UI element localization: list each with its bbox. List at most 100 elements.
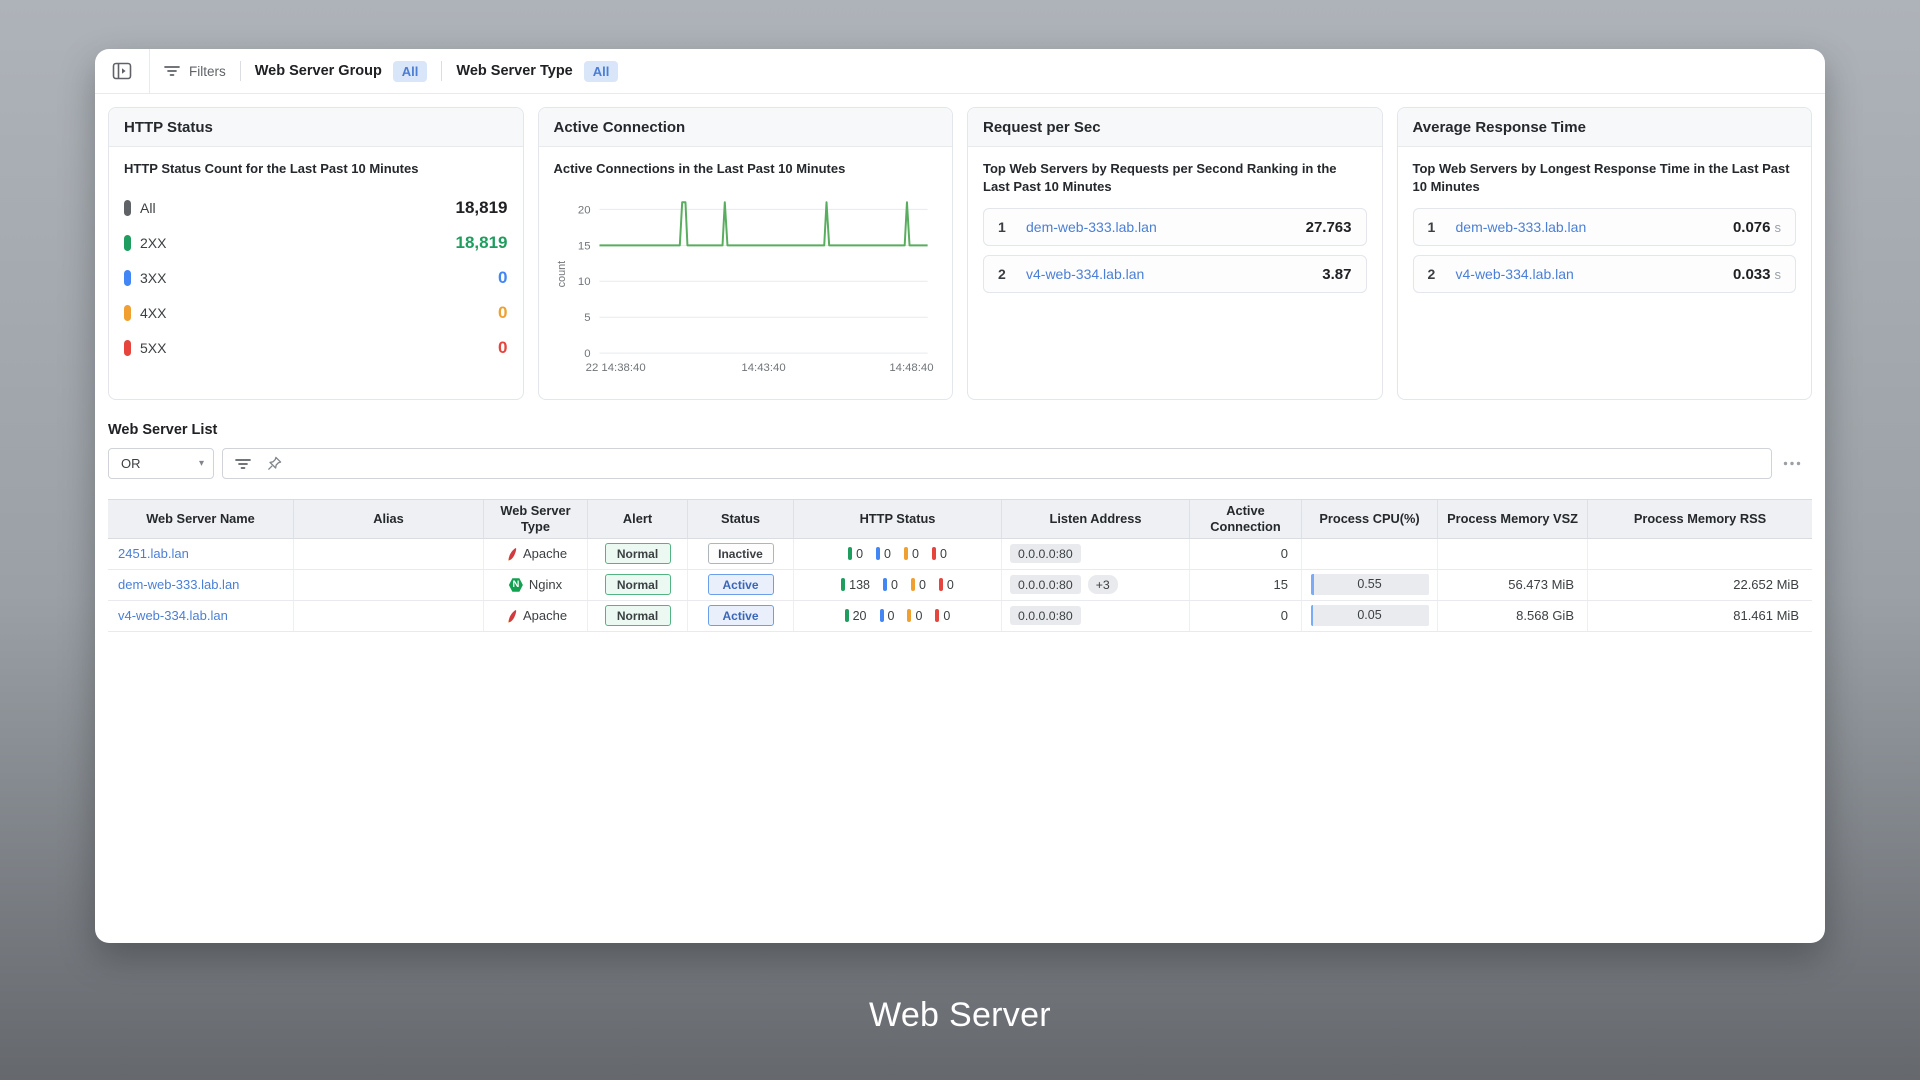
- column-header-process-memory-vsz[interactable]: Process Memory VSZ: [1438, 500, 1588, 538]
- listen-address-cell: 0.0.0.0:80: [1002, 600, 1190, 631]
- server-name-link[interactable]: 2451.lab.lan: [118, 546, 189, 562]
- svg-text:14:48:40: 14:48:40: [889, 362, 933, 374]
- request-per-sec-panel: Request per Sec Top Web Servers by Reque…: [967, 107, 1383, 400]
- panel-title: Active Connection: [553, 118, 686, 136]
- http-status-cell: 0 0 0 0: [794, 538, 1002, 569]
- web-server-group-label: Web Server Group: [254, 63, 382, 79]
- web-server-type-value-badge[interactable]: All: [583, 60, 619, 82]
- status-pill-5xx: [124, 340, 131, 357]
- svg-text:20: 20: [577, 204, 590, 216]
- column-header-http-status[interactable]: HTTP Status: [794, 500, 1002, 538]
- status-row-all: All 18,819: [124, 191, 508, 226]
- status-row-4xx: 4XX 0: [124, 296, 508, 331]
- nginx-icon: N: [508, 578, 523, 592]
- web-server-group-filter[interactable]: Web Server Group All: [254, 60, 428, 82]
- process-cpu-cell: 0.55: [1302, 569, 1438, 600]
- column-header-web-server-name[interactable]: Web Server Name: [108, 500, 294, 538]
- table-row: v4-web-334.lab.lan Apache Normal Active …: [108, 600, 1812, 632]
- listen-address-more-chip[interactable]: +3: [1087, 575, 1118, 595]
- listen-address-chip: 0.0.0.0:80: [1010, 575, 1081, 595]
- filters-label: Filters: [189, 63, 226, 79]
- web-server-group-value-badge[interactable]: All: [392, 60, 428, 82]
- alias-cell: [294, 600, 484, 631]
- listen-address-cell: 0.0.0.0:80 +3: [1002, 569, 1190, 600]
- column-header-active-connection[interactable]: Active Connection: [1190, 500, 1302, 538]
- more-options-button[interactable]: [1772, 455, 1812, 472]
- active-connection-cell: 0: [1190, 538, 1302, 569]
- dashboard-window: Filters Web Server Group All Web Server …: [95, 49, 1825, 943]
- server-name-link[interactable]: dem-web-333.lab.lan: [1455, 219, 1587, 236]
- alert-badge: Normal: [604, 574, 671, 596]
- table-header-row: Web Server Name Alias Web Server Type Al…: [108, 499, 1812, 539]
- page-title: Web Server: [869, 996, 1051, 1034]
- active-connection-panel: Active Connection Active Connections in …: [537, 107, 953, 400]
- server-name-link[interactable]: v4-web-334.lab.lan: [1026, 266, 1145, 283]
- active-connection-cell: 15: [1190, 569, 1302, 600]
- rank-row: 1 dem-web-333.lab.lan 0.076 s: [1412, 208, 1796, 247]
- column-header-process-cpu[interactable]: Process CPU(%): [1302, 500, 1438, 538]
- panel-header: Active Connection: [538, 108, 952, 147]
- panel-header: HTTP Status: [109, 108, 523, 147]
- web-server-type-filter[interactable]: Web Server Type All: [456, 60, 619, 82]
- apache-icon: [508, 548, 517, 561]
- column-header-alert[interactable]: Alert: [588, 500, 688, 538]
- filter-bar: OR ▾: [108, 448, 1812, 479]
- panel-title: Request per Sec: [983, 118, 1101, 136]
- pill-4xx: [907, 609, 912, 623]
- column-header-status[interactable]: Status: [688, 500, 794, 538]
- panel-subtitle: Top Web Servers by Longest Response Time…: [1412, 161, 1790, 194]
- section-title: Web Server List: [108, 422, 218, 438]
- divider: [441, 61, 443, 81]
- column-header-alias[interactable]: Alias: [294, 500, 484, 538]
- panel-toggle-icon: [112, 62, 132, 80]
- pill-4xx: [904, 547, 908, 561]
- rank-row: 2 v4-web-334.lab.lan 0.033 s: [1412, 255, 1796, 294]
- process-memory-rss-cell: [1588, 539, 1812, 569]
- filter-operator-select[interactable]: OR ▾: [108, 448, 214, 479]
- pill-3xx: [879, 609, 884, 623]
- alert-badge: Normal: [604, 605, 671, 627]
- server-name-link[interactable]: v4-web-334.lab.lan: [118, 608, 228, 624]
- status-row-5xx: 5XX 0: [124, 331, 508, 366]
- http-status-rows: All 18,819 2XX 18,819 3XX 0: [124, 191, 508, 366]
- server-type-cell: N Nginx: [484, 569, 588, 600]
- column-header-listen-address[interactable]: Listen Address: [1002, 500, 1190, 538]
- svg-text:count: count: [555, 260, 567, 287]
- panel-toggle-button[interactable]: [109, 58, 135, 84]
- summary-panels: HTTP Status HTTP Status Count for the La…: [95, 94, 1825, 400]
- active-connection-chart: 0 5 10 15 20 count 22 14:38:40 14:43:40 14:48:40: [555, 200, 933, 374]
- server-name-link[interactable]: v4-web-334.lab.lan: [1455, 266, 1574, 283]
- status-pill-all: [124, 200, 131, 217]
- rank-row: 1 dem-web-333.lab.lan 27.763: [983, 208, 1367, 247]
- panel-subtitle: HTTP Status Count for the Last Past 10 M…: [124, 161, 419, 176]
- filters-button[interactable]: Filters: [164, 64, 226, 79]
- process-cpu-cell: [1302, 538, 1438, 569]
- active-connection-cell: 0: [1190, 600, 1302, 631]
- column-header-process-memory-rss[interactable]: Process Memory RSS: [1633, 510, 1767, 526]
- panel-subtitle: Active Connections in the Last Past 10 M…: [553, 161, 846, 176]
- svg-text:5: 5: [584, 312, 590, 324]
- svg-text:15: 15: [577, 240, 590, 252]
- http-status-cell: 138 0 0 0: [794, 569, 1002, 600]
- server-name-link[interactable]: dem-web-333.lab.lan: [118, 577, 240, 593]
- panel-header: Request per Sec: [968, 108, 1382, 147]
- status-row-2xx: 2XX 18,819: [124, 226, 508, 261]
- server-type-cell: Apache: [484, 538, 588, 569]
- filter-input-box[interactable]: [222, 448, 1772, 479]
- rank-list: 1 dem-web-333.lab.lan 0.076 s 2 v4-web-3…: [1412, 208, 1796, 294]
- pill-5xx: [938, 578, 943, 592]
- table-row: dem-web-333.lab.lan N Nginx Normal Activ…: [108, 569, 1812, 601]
- cpu-usage-bar: 0.05: [1310, 605, 1429, 627]
- svg-text:14:43:40: 14:43:40: [741, 362, 785, 374]
- filter-input[interactable]: [298, 455, 1759, 472]
- server-type-cell: Apache: [484, 600, 588, 631]
- alias-cell: [294, 538, 484, 569]
- svg-text:22 14:38:40: 22 14:38:40: [585, 362, 645, 374]
- column-header-web-server-type[interactable]: Web Server Type: [484, 500, 588, 538]
- rank-row: 2 v4-web-334.lab.lan 3.87: [983, 255, 1367, 294]
- listen-address-cell: 0.0.0.0:80: [1002, 538, 1190, 569]
- pill-5xx: [935, 609, 940, 623]
- pill-2xx: [841, 578, 846, 592]
- server-name-link[interactable]: dem-web-333.lab.lan: [1026, 219, 1157, 236]
- cpu-usage-bar: 0.55: [1310, 574, 1429, 596]
